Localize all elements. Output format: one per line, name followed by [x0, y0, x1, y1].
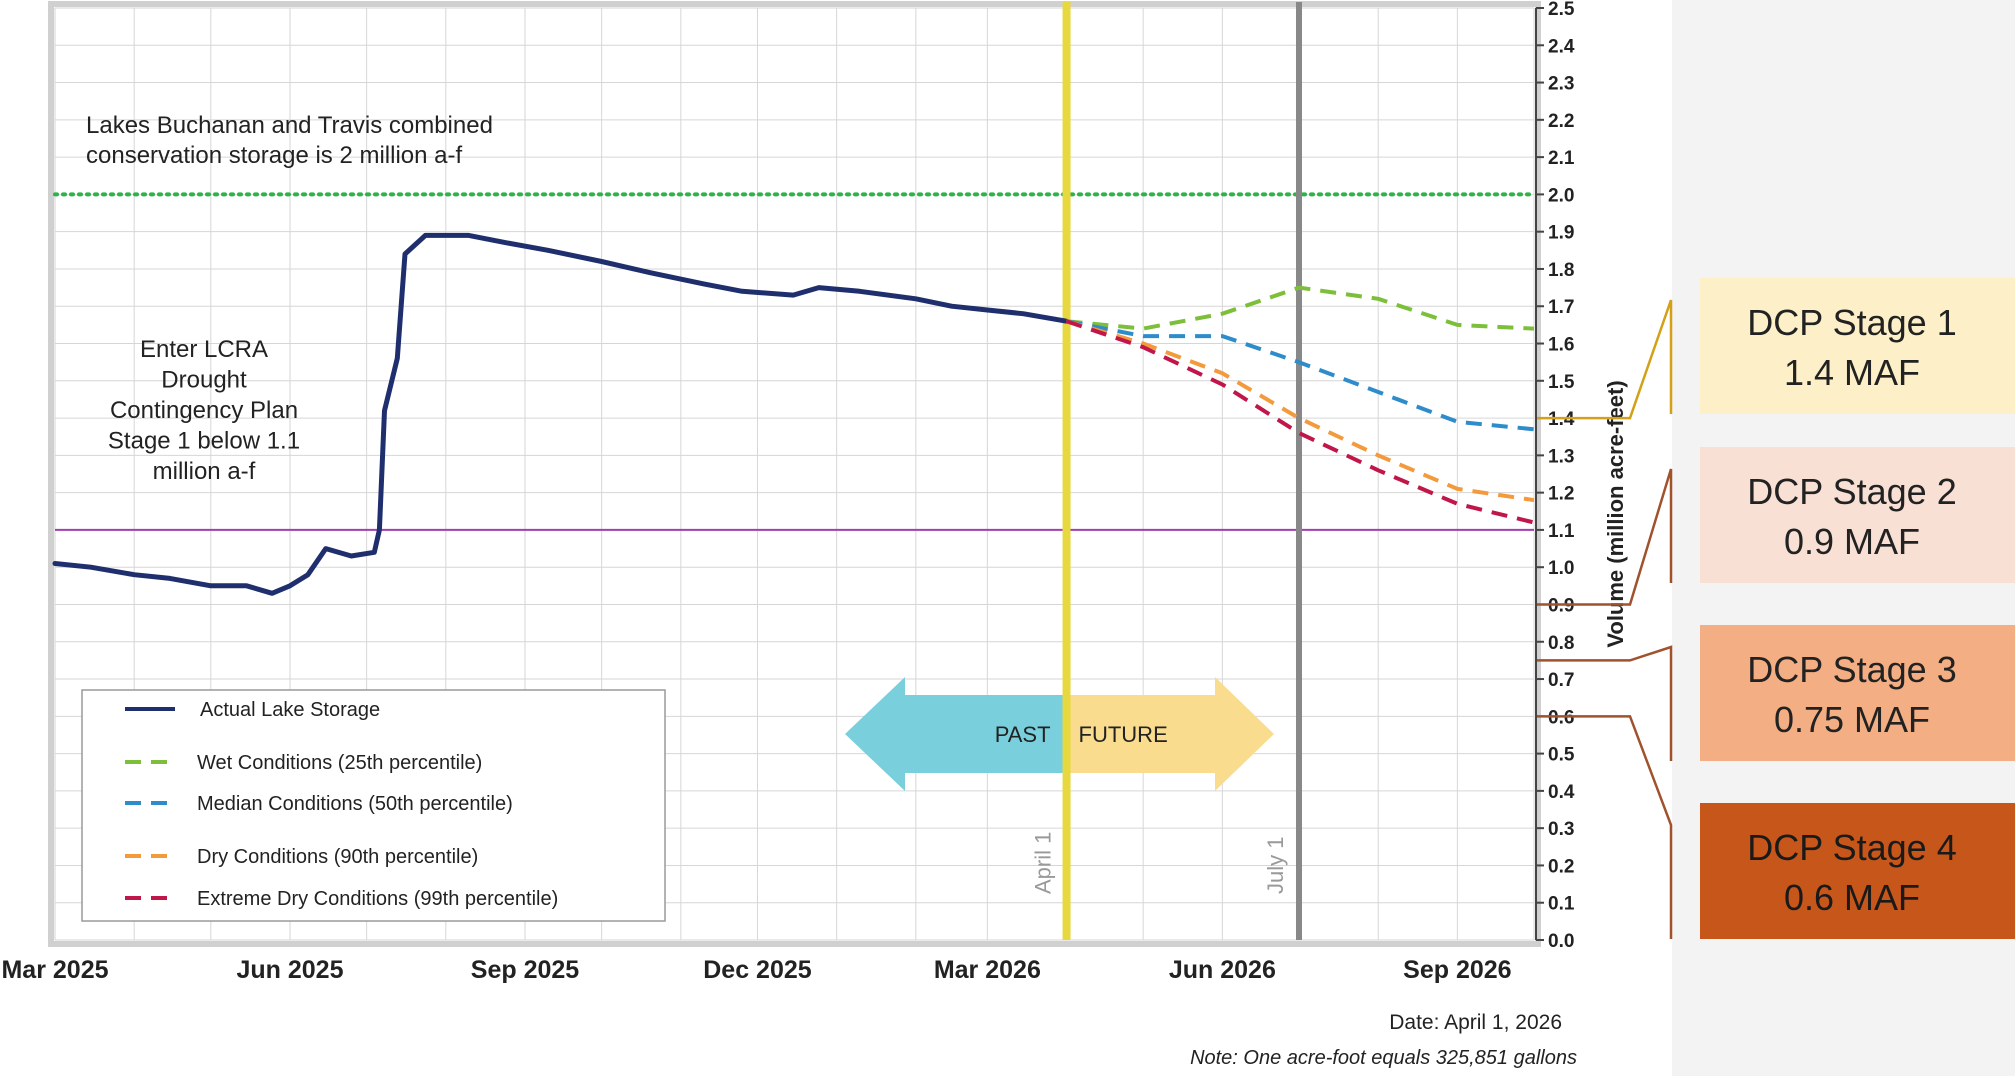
y-tick-label: 1.6: [1548, 335, 1574, 356]
stage-connector: [1537, 468, 1673, 606]
legend-label: Extreme Dry Conditions (99th percentile): [197, 888, 558, 910]
y-tick-label: 0.8: [1548, 633, 1574, 654]
stage-title: DCP Stage 4: [1747, 827, 1956, 868]
date-note: Date: April 1, 2026: [1389, 1011, 1562, 1034]
marker-label: April 1: [1031, 832, 1056, 894]
x-tick-label: Mar 2025: [1, 956, 108, 984]
y-tick-label: 0.4: [1548, 782, 1575, 803]
y-tick-label: 0.5: [1548, 745, 1575, 766]
x-tick-label: Jun 2025: [236, 956, 343, 984]
y-tick-label: 2.2: [1548, 111, 1574, 132]
drought-note-line: Stage 1 below 1.1: [108, 428, 300, 455]
y-tick-label: 1.0: [1548, 558, 1574, 579]
stage-connector: [1537, 299, 1673, 420]
stage-box: [1700, 278, 2015, 414]
y-tick-label: 1.7: [1548, 297, 1574, 318]
y-tick-label: 1.2: [1548, 484, 1574, 505]
y-tick-label: 1.3: [1548, 446, 1574, 467]
past-label: PAST: [995, 722, 1051, 747]
footnote: Note: One acre-foot equals 325,851 gallo…: [1190, 1047, 1577, 1069]
stage-box: [1700, 803, 2015, 939]
y-tick-label: 0.3: [1548, 819, 1574, 840]
future-label: FUTURE: [1079, 722, 1168, 747]
stage-box: [1700, 447, 2015, 583]
y-tick-label: 1.1: [1548, 521, 1575, 542]
x-tick-label: Jun 2026: [1169, 956, 1276, 984]
y-tick-label: 1.5: [1548, 372, 1575, 393]
y-tick-label: 0.0: [1548, 931, 1574, 952]
legend-box: [81, 689, 666, 922]
y-tick-label: 2.1: [1548, 148, 1575, 169]
x-tick-label: Sep 2025: [471, 956, 580, 984]
y-tick-label: 2.5: [1548, 0, 1575, 20]
y-tick-label: 2.4: [1548, 36, 1575, 57]
legend-label: Median Conditions (50th percentile): [197, 793, 513, 815]
past-arrow: [845, 677, 1067, 791]
drought-note-line: Drought: [161, 367, 247, 394]
stage-title: DCP Stage 2: [1747, 471, 1956, 512]
drought-note-line: Enter LCRA: [140, 336, 268, 363]
conservation-note-line: Lakes Buchanan and Travis combined: [86, 112, 493, 139]
y-axis-title: Volume (million acre-feet): [1603, 380, 1628, 647]
y-tick-label: 0.1: [1548, 894, 1575, 915]
drought-note-line: Contingency Plan: [110, 397, 298, 424]
y-tick-label: 0.2: [1548, 856, 1574, 877]
y-tick-label: 0.9: [1548, 595, 1574, 616]
drought-note-line: million a-f: [153, 458, 256, 485]
stage-value: 0.6 MAF: [1784, 877, 1920, 918]
series-line: [1066, 285, 1535, 331]
marker-label: July 1: [1263, 837, 1288, 894]
stage-value: 0.75 MAF: [1774, 699, 1930, 740]
stage-title: DCP Stage 3: [1747, 649, 1956, 690]
x-tick-label: Mar 2026: [934, 956, 1041, 984]
stage-box: [1700, 625, 2015, 761]
conservation-note-line: conservation storage is 2 million a-f: [86, 142, 463, 169]
future-arrow: [1066, 677, 1274, 791]
y-tick-label: 0.7: [1548, 670, 1574, 691]
x-tick-label: Sep 2026: [1403, 956, 1511, 984]
legend-label: Actual Lake Storage: [200, 699, 380, 721]
y-tick-label: 1.9: [1548, 223, 1574, 244]
y-tick-label: 2.3: [1548, 74, 1574, 95]
stage-value: 1.4 MAF: [1784, 352, 1920, 393]
y-tick-label: 1.8: [1548, 260, 1574, 281]
stage-connector: [1537, 715, 1673, 939]
y-tick-label: 0.6: [1548, 707, 1574, 728]
legend-label: Wet Conditions (25th percentile): [197, 752, 482, 774]
series-line: [1065, 319, 1535, 503]
stage-value: 0.9 MAF: [1784, 521, 1920, 562]
x-tick-label: Dec 2025: [703, 956, 812, 984]
series-line: [1065, 319, 1535, 525]
legend-label: Dry Conditions (90th percentile): [197, 846, 478, 868]
series-line: [1066, 319, 1535, 432]
series-line: [52, 232, 1069, 596]
y-tick-label: 1.4: [1548, 409, 1575, 430]
y-tick-label: 2.0: [1548, 185, 1574, 206]
stage-title: DCP Stage 1: [1747, 302, 1956, 343]
stage-connector: [1537, 645, 1673, 761]
